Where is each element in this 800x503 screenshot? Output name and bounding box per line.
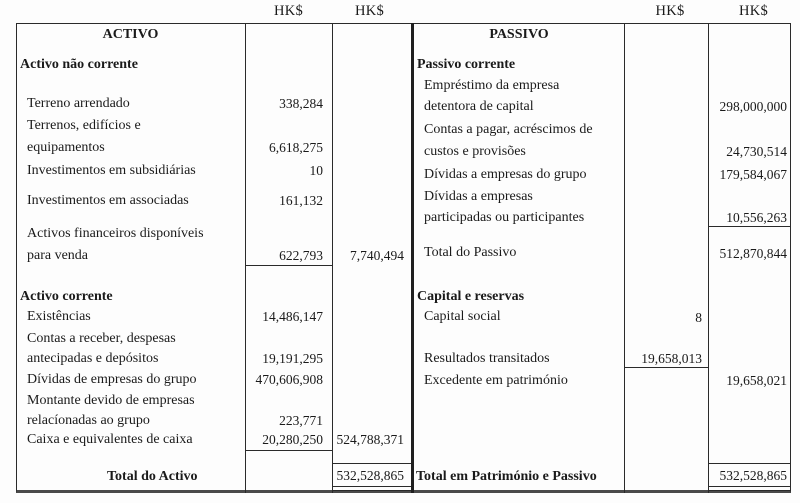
col2-left-rule	[332, 23, 333, 493]
investimentos-associadas-value: 161,132	[279, 193, 323, 208]
montante-devido-label-line2: relacíonadas ao grupo	[27, 413, 150, 428]
resultados-transitados-label: Resultados transitados	[424, 351, 550, 366]
emprestimo-label-line1: Empréstimo da empresa	[424, 78, 560, 93]
terrenos-edificios-label-line2: equipamentos	[27, 140, 105, 155]
rule-under-participadas-value	[708, 226, 791, 227]
rule-above-activo-total	[332, 463, 411, 464]
dividas-participadas-value: 10,556,263	[726, 210, 787, 225]
double-rule-passivo-total-2	[708, 490, 791, 491]
double-rule-passivo-total-1	[708, 486, 791, 487]
total-passivo-label: Total do Passivo	[424, 245, 517, 260]
excedente-patrimonio-label: Excedente em património	[424, 373, 568, 388]
caixa-equivalentes-label: Caixa e equivalentes de caixa	[27, 432, 193, 447]
contas-receber-value: 19,191,295	[262, 351, 323, 366]
contas-pagar-value: 24,730,514	[726, 144, 787, 159]
capital-reservas-header: Capital e reservas	[417, 289, 525, 304]
activo-total-label: Total do Activo	[107, 469, 198, 484]
emprestimo-value: 298,000,000	[719, 99, 788, 114]
passivo-current-header: Passivo corrente	[417, 57, 516, 72]
activo-noncurrent-header: Activo não corrente	[20, 57, 138, 72]
contas-receber-label-line2: antecipadas e depósitos	[27, 351, 159, 366]
currency-header-col2: HK$	[354, 3, 385, 19]
col4-left-rule	[708, 23, 709, 493]
rule-under-afs-value	[245, 265, 332, 266]
passivo-title: PASSIVO	[489, 27, 549, 42]
terrenos-edificios-value: 6,618,275	[269, 140, 323, 155]
currency-header-col3: HK$	[655, 3, 685, 19]
rule-under-resultados-value	[624, 367, 708, 368]
activo-current-subtotal: 524,788,371	[336, 432, 405, 447]
double-rule-activo-total-2	[332, 490, 411, 491]
passivo-total-value: 532,528,865	[719, 468, 788, 483]
activo-total-value: 532,528,865	[336, 468, 405, 483]
dividas-empresas-grupo-value: 470,606,908	[255, 372, 324, 387]
currency-header-col1: HK$	[273, 3, 304, 19]
total-passivo-value: 512,870,844	[719, 246, 788, 261]
capital-social-label: Capital social	[424, 309, 501, 324]
dividas-participadas-label-line1: Dívidas a empresas	[424, 189, 533, 204]
col1-left-rule	[245, 23, 246, 493]
table-border	[16, 23, 791, 493]
terrenos-edificios-label-line1: Terrenos, edifícios e	[27, 118, 141, 133]
montante-devido-value: 223,771	[279, 413, 323, 428]
dividas-empresas-grupo-label: Dívidas de empresas do grupo	[27, 372, 197, 387]
montante-devido-label-line1: Montante devido de empresas	[27, 393, 195, 408]
activos-financeiros-value: 622,793	[279, 248, 323, 263]
existencias-value: 14,486,147	[262, 309, 323, 324]
contas-pagar-label-line1: Contas a pagar, acréscimos de	[424, 122, 593, 137]
resultados-transitados-value: 19,658,013	[641, 351, 702, 366]
terreno-arrendado-value: 338,284	[279, 96, 323, 111]
activo-current-header: Activo corrente	[20, 289, 113, 304]
investimentos-subsidiarias-label: Investimentos em subsidiárias	[27, 163, 196, 178]
activos-financeiros-label-line1: Activos financeiros disponíveis	[27, 226, 204, 241]
dividas-a-empresas-grupo-value: 179,584,067	[719, 167, 788, 182]
activo-noncurrent-subtotal: 7,740,494	[350, 248, 404, 263]
contas-receber-label-line1: Contas a receber, despesas	[27, 331, 176, 346]
caixa-equivalentes-value: 20,280,250	[262, 432, 323, 447]
activo-title: ACTIVO	[102, 27, 159, 42]
terreno-arrendado-label: Terreno arrendado	[27, 96, 130, 111]
center-divider-rule	[411, 23, 414, 493]
contas-pagar-label-line2: custos e provisões	[424, 144, 526, 159]
passivo-total-label: Total em Património e Passivo	[416, 469, 597, 484]
dividas-a-empresas-grupo-label: Dívidas a empresas do grupo	[424, 167, 587, 182]
currency-header-col4: HK$	[738, 3, 769, 19]
dividas-participadas-label-line2: participadas ou participantes	[424, 210, 585, 225]
double-rule-activo-total-1	[332, 486, 411, 487]
col3-left-rule	[624, 23, 625, 493]
investimentos-subsidiarias-value: 10	[309, 163, 324, 178]
rule-above-passivo-total	[708, 463, 791, 464]
investimentos-associadas-label: Investimentos em associadas	[27, 193, 189, 208]
excedente-patrimonio-value: 19,658,021	[726, 373, 787, 388]
capital-social-value: 8	[695, 310, 702, 325]
existencias-label: Existências	[27, 309, 91, 324]
activos-financeiros-label-line2: para venda	[27, 248, 89, 263]
rule-under-caixa-value	[245, 450, 332, 451]
emprestimo-label-line2: detentora de capital	[424, 99, 534, 114]
